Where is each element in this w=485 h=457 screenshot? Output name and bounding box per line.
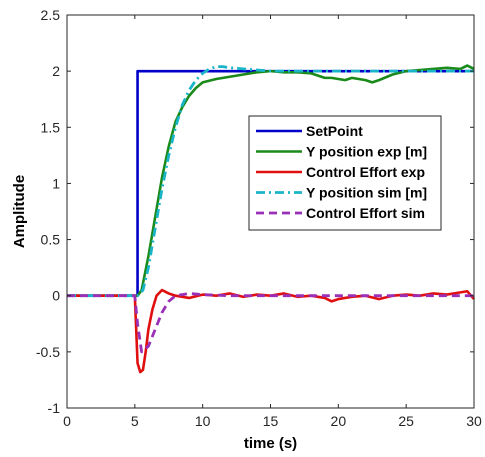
x-tick-label: 20	[331, 413, 347, 429]
y-tick-label: -0.5	[36, 344, 60, 360]
x-axis-label: time (s)	[244, 435, 297, 452]
y-axis-label: Amplitude	[11, 175, 28, 248]
series-line-4	[67, 65, 474, 298]
legend-label-2: Y position exp [m]	[306, 144, 427, 160]
tick-layer: 0 5 10 15 20 25 30 -1 -0.5 0 0.5 1 1.5 2 2.5	[36, 7, 482, 429]
legend-label-3: Control Effort exp	[306, 164, 425, 180]
y-tick-label: 0	[52, 288, 60, 304]
x-tick-label: 25	[398, 413, 414, 429]
x-tick-label: 0	[63, 413, 71, 429]
y-tick-label: 1	[52, 175, 60, 191]
y-tick-label: 2.5	[41, 7, 61, 23]
x-tick-label: 5	[131, 413, 139, 429]
series-line-5	[67, 292, 474, 354]
series-layer	[67, 64, 475, 374]
x-tick-label: 15	[263, 413, 279, 429]
y-tick-label: 2	[52, 63, 60, 79]
x-tick-label: 10	[195, 413, 211, 429]
legend-label-4: Y position sim [m]	[306, 185, 427, 201]
y-tick-label: 1.5	[41, 119, 61, 135]
y-tick-label: -1	[48, 400, 61, 416]
y-tick-label: 0.5	[41, 232, 61, 248]
legend: SetPoint Y position exp [m] Control Effort…	[248, 115, 442, 231]
legend-label-1: SetPoint	[306, 123, 363, 139]
legend-label-5: Control Effort sim	[306, 205, 425, 221]
x-tick-label: 30	[466, 413, 482, 429]
